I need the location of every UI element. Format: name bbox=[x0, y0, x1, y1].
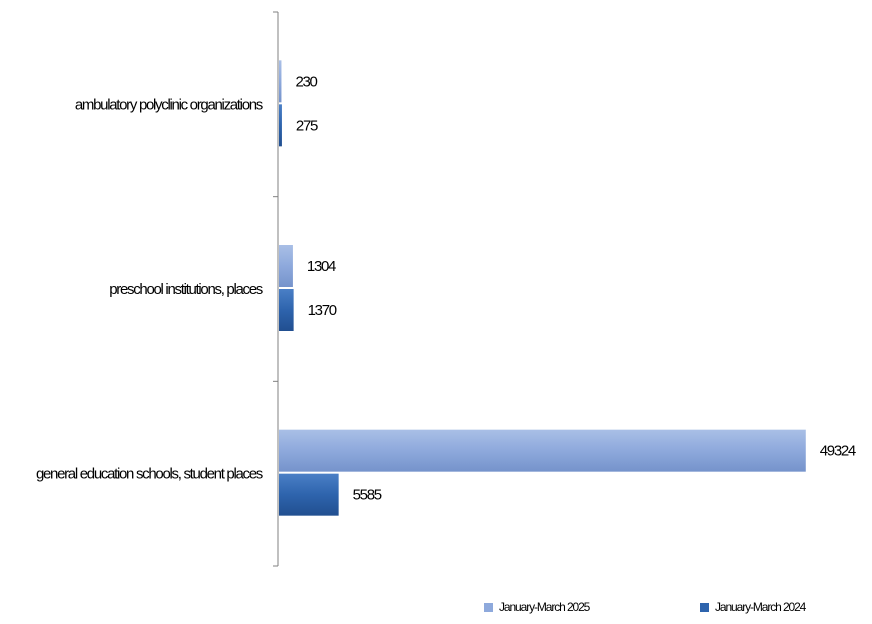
legend-swatch bbox=[484, 603, 493, 612]
category-label: general education schools, student place… bbox=[36, 466, 263, 483]
legend-label: January-March 2025 bbox=[499, 600, 591, 614]
legend-label: January-March 2024 bbox=[715, 600, 807, 614]
data-label: 5585 bbox=[353, 487, 382, 504]
category-label: ambulatory polyclinic organizations bbox=[75, 96, 263, 113]
data-label: 230 bbox=[295, 73, 317, 90]
data-label: 49324 bbox=[820, 443, 856, 460]
bar-jan-mar-2025 bbox=[279, 429, 806, 472]
category-label: preschool institutions, places bbox=[109, 281, 263, 298]
bar-jan-mar-2024 bbox=[279, 473, 339, 516]
legend-swatch bbox=[700, 603, 709, 612]
data-label: 275 bbox=[296, 117, 318, 134]
bar-jan-mar-2024 bbox=[279, 104, 282, 147]
bar-jan-mar-2024 bbox=[279, 289, 294, 331]
bar-jan-mar-2025 bbox=[279, 60, 282, 103]
data-label: 1370 bbox=[308, 302, 337, 319]
bar-jan-mar-2025 bbox=[279, 245, 293, 287]
data-label: 1304 bbox=[307, 258, 336, 275]
